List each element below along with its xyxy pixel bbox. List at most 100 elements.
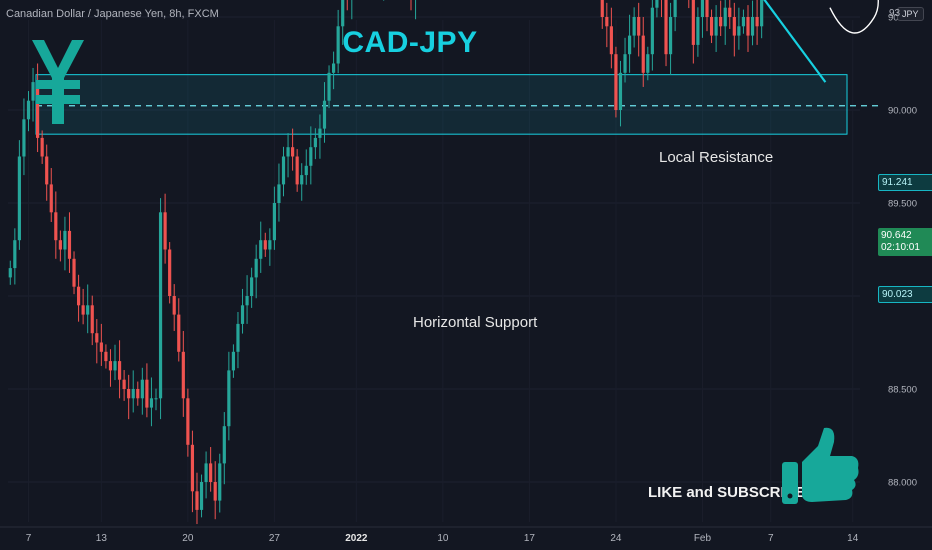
like-subscribe-text: LIKE and SUBSCRIBE [648, 484, 806, 501]
candle-body [81, 305, 85, 315]
candle-body [732, 17, 736, 36]
candle-body [172, 296, 176, 315]
candle-body [86, 305, 90, 315]
candle-body [76, 286, 81, 306]
candle-body [227, 370, 231, 427]
x-tick-label: 13 [96, 533, 108, 544]
candle-body [719, 17, 723, 27]
candle-body [268, 240, 272, 250]
support-zone [35, 74, 848, 135]
candle-body [641, 35, 645, 73]
x-tick-label: 24 [610, 533, 622, 544]
time-axis[interactable]: 7 13 20 27 2022 10 17 24 Feb 7 14 [26, 533, 859, 544]
last-price-badge: 90.642 02:10:01 [878, 228, 932, 256]
candle-body [186, 398, 190, 445]
price-axis-top-clip: 93 [889, 8, 901, 19]
candle-body [605, 17, 609, 27]
symbol-legend[interactable]: Canadian Dollar / Japanese Yen, 8h, FXCM [6, 8, 219, 20]
candle-body [63, 230, 67, 250]
candle-body [90, 305, 94, 334]
candle-body [263, 240, 267, 250]
candle-body [168, 249, 172, 296]
candle-body [646, 54, 650, 73]
last-price-value: 90.642 [881, 230, 912, 241]
y-tick-label: 88.500 [888, 385, 917, 396]
candle-body [291, 147, 295, 157]
candle-body [245, 296, 249, 306]
candle-body [67, 230, 72, 259]
candle-body [696, 17, 700, 45]
candle-body [281, 156, 286, 185]
chart-title: CAD-JPY [342, 26, 478, 59]
candle-body [655, 0, 659, 8]
projection-curve [829, 0, 879, 34]
candle-body [741, 17, 746, 27]
candle-body [40, 137, 44, 157]
candle-body [760, 0, 764, 27]
candle-body [45, 156, 49, 185]
candle-body [36, 82, 40, 138]
resistance-label: Local Resistance [659, 149, 774, 166]
candle-body [209, 463, 213, 482]
candle-body [213, 482, 217, 501]
candle-body [158, 212, 163, 399]
candle-body [300, 175, 304, 185]
candle-body [13, 240, 17, 269]
candle-body [272, 203, 276, 241]
candle-body [700, 0, 705, 17]
candle-body [327, 72, 331, 101]
support-price-badge: 90.023 [878, 286, 932, 303]
candle-body [95, 333, 99, 343]
candle-body [627, 35, 632, 55]
candle-body [618, 72, 623, 110]
candle-body [58, 240, 62, 250]
candle-body [728, 7, 732, 17]
candle-body [623, 54, 627, 73]
candle-body [49, 184, 53, 213]
candle-body [131, 389, 135, 399]
x-tick-label: 7 [26, 533, 32, 544]
candle-body [195, 491, 199, 510]
candle-body [136, 389, 140, 399]
y-tick-label: 88.000 [888, 478, 917, 489]
candle-body [709, 17, 714, 36]
currency-badge[interactable]: JPY [897, 7, 924, 21]
candle-body [8, 268, 12, 278]
thumbs-up-icon [782, 427, 859, 504]
x-tick-label: 2022 [345, 533, 368, 544]
candle-body [236, 323, 240, 352]
candle-body [322, 100, 327, 129]
candle-body [746, 17, 750, 36]
candle-body [122, 379, 126, 389]
candle-body [600, 0, 604, 17]
candle-body [664, 0, 668, 55]
candles [8, 0, 764, 525]
x-tick-label: Feb [694, 533, 712, 544]
candle-body [204, 463, 208, 482]
candle-body [332, 63, 336, 73]
candle-body [318, 128, 322, 138]
candle-body [22, 119, 26, 157]
candle-body [637, 17, 641, 36]
candle-body [181, 351, 185, 399]
x-tick-label: 7 [768, 533, 774, 544]
candle-body [190, 444, 195, 492]
candle-body [673, 0, 677, 17]
candle-body [750, 17, 755, 36]
candle-body [72, 258, 76, 287]
level-zones [35, 74, 878, 135]
x-tick-label: 17 [524, 533, 536, 544]
candle-body [117, 361, 122, 380]
chart-grid [0, 16, 932, 528]
candle-body [737, 26, 741, 36]
candle-body [609, 26, 613, 55]
candle-body [313, 137, 317, 148]
candle-body [336, 26, 340, 64]
y-tick-label: 89.500 [888, 199, 917, 210]
candle-body [240, 305, 245, 324]
candle-body [163, 212, 167, 250]
candle-body [17, 156, 21, 241]
candle-body [304, 165, 308, 176]
candle-body [26, 100, 31, 120]
